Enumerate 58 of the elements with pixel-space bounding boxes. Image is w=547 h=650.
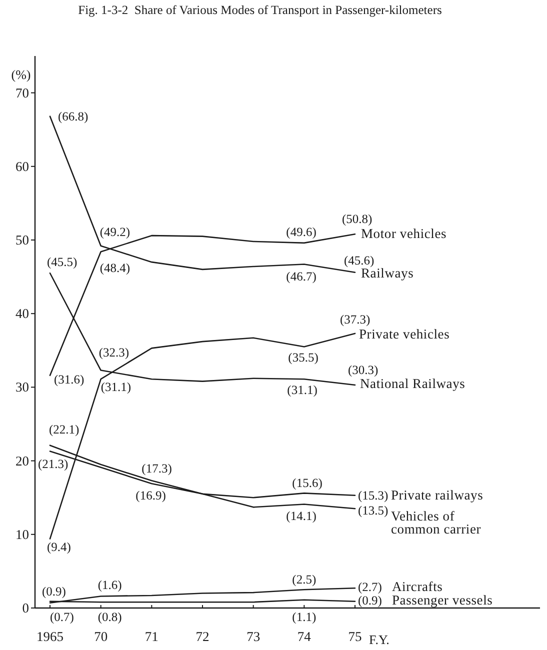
- y-tick-label: 60: [16, 158, 30, 174]
- y-tick-label: 20: [16, 453, 30, 468]
- data-label: (13.5): [358, 504, 388, 518]
- text: Passenger vessels: [392, 592, 493, 608]
- data-label: (31.6): [54, 372, 84, 386]
- data-label: (49.2): [100, 224, 130, 239]
- series-label: Private vehicles: [359, 326, 450, 342]
- x-tick-label: 72: [196, 629, 210, 644]
- y-tick-label: 0: [22, 600, 30, 616]
- series-label: National Railways: [360, 376, 466, 391]
- data-label: (15.3): [358, 488, 388, 502]
- data-label: (0.8): [98, 610, 122, 624]
- x-tick-label: 73: [246, 629, 260, 644]
- text: Aircrafts: [392, 579, 443, 594]
- data-label: (66.8): [58, 109, 88, 124]
- data-label: (17.3): [142, 462, 172, 476]
- x-tick-label: 71: [144, 629, 158, 644]
- y-axis-title: (%): [11, 67, 31, 82]
- data-label: (45.5): [47, 255, 78, 270]
- data-label: (0.9): [42, 584, 66, 598]
- data-label: (31.1): [287, 383, 318, 398]
- data-label: (21.3): [38, 457, 68, 472]
- data-label: (9.4): [47, 540, 71, 554]
- x-tick-label: 1965: [36, 629, 64, 644]
- data-label: (22.1): [49, 422, 80, 436]
- data-label: (32.3): [98, 345, 130, 360]
- data-label: (1.6): [98, 578, 122, 592]
- text: Private railways: [391, 487, 484, 502]
- x-tick-label: 70: [94, 629, 108, 644]
- data-label: (49.6): [286, 224, 316, 239]
- data-label: (45.6): [344, 253, 374, 268]
- data-label: (16.9): [136, 488, 166, 503]
- text: Vehicles of common carrier: [391, 508, 482, 537]
- x-axis-title: F.Y.: [369, 632, 390, 647]
- data-label: (31.1): [100, 380, 132, 394]
- y-tick-label: 10: [16, 526, 30, 542]
- data-label: (46.7): [286, 269, 316, 284]
- chart-title: Fig. 1-3-2 Share of Various Modes of Transport in Passenger-kilometers: [78, 3, 442, 17]
- series-label: Motor vehicles: [361, 226, 447, 242]
- data-label: (0.7): [50, 610, 74, 624]
- data-label: (0.9): [358, 593, 382, 608]
- data-label: (37.3): [340, 312, 370, 326]
- data-label: (35.5): [288, 350, 318, 365]
- y-tick-label: 70: [16, 85, 30, 100]
- data-label: (15.6): [292, 476, 322, 490]
- data-label: (1.1): [292, 610, 316, 624]
- data-label: (2.7): [358, 580, 382, 594]
- x-tick-label: 75: [348, 629, 362, 644]
- data-label: (30.3): [348, 362, 378, 377]
- data-label: (2.5): [292, 572, 316, 587]
- y-tick-label: 50: [16, 232, 30, 248]
- data-label: (50.8): [342, 212, 372, 226]
- series-label: Railways: [361, 265, 414, 280]
- y-tick-label: 40: [16, 306, 30, 322]
- data-label: (14.1): [286, 509, 316, 524]
- x-tick-label: 74: [297, 629, 312, 644]
- data-label: (48.4): [100, 260, 130, 275]
- y-tick-label: 30: [16, 380, 30, 395]
